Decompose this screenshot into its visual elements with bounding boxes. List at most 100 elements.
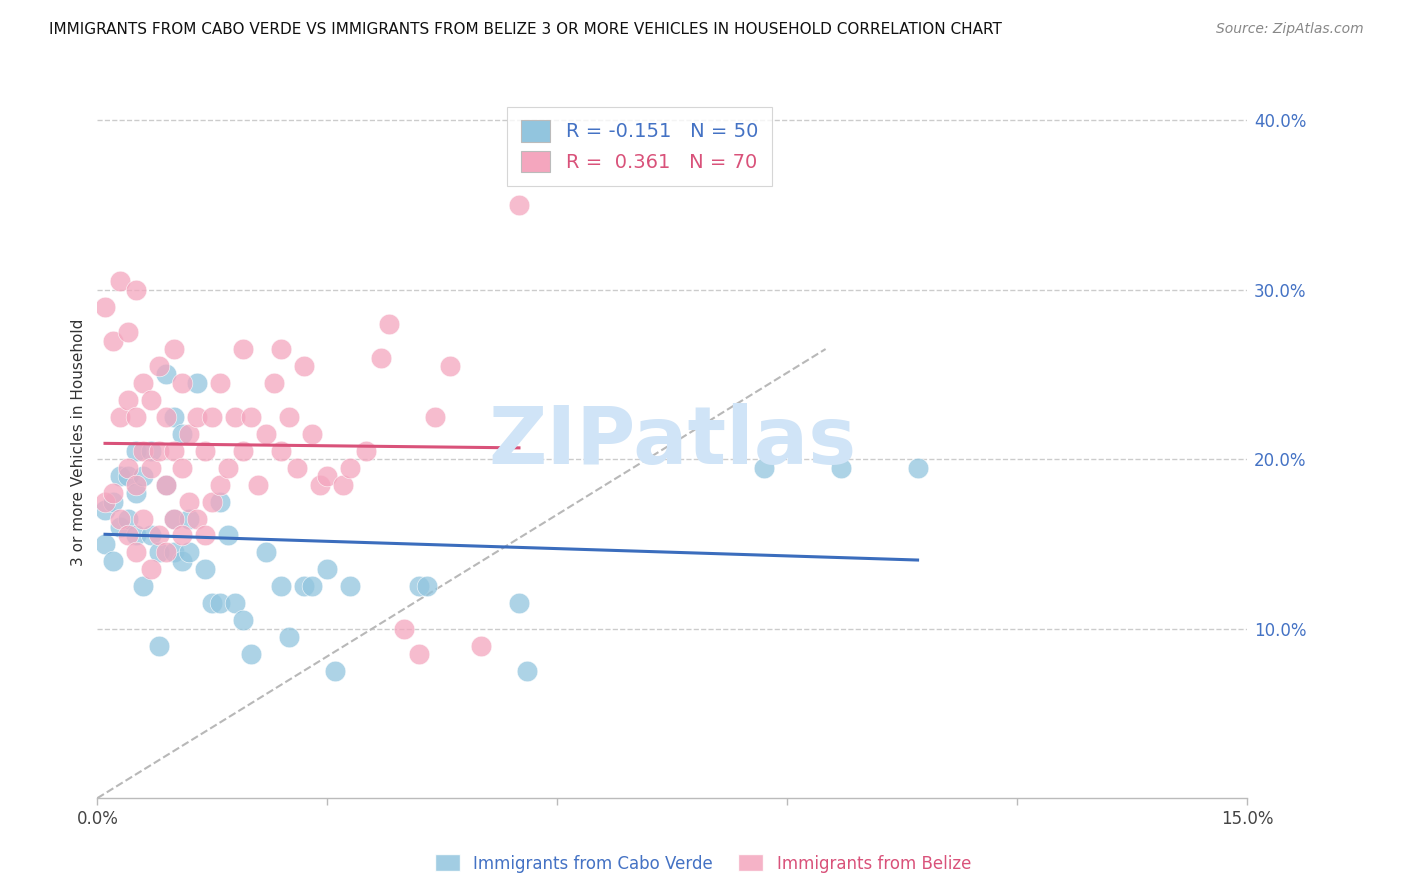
Point: [179, 545, 201, 559]
Point: [830, 460, 852, 475]
Point: [163, 545, 186, 559]
Point: [139, 443, 162, 458]
Y-axis label: 3 or more Vehicles in Household: 3 or more Vehicles in Household: [72, 318, 86, 566]
Point: [270, 342, 292, 356]
Point: [117, 528, 139, 542]
Point: [254, 545, 277, 559]
Point: [132, 579, 155, 593]
Point: [117, 511, 139, 525]
Point: [263, 376, 285, 390]
Point: [148, 545, 170, 559]
Point: [132, 511, 155, 525]
Point: [170, 426, 193, 441]
Point: [163, 443, 186, 458]
Point: [270, 443, 292, 458]
Point: [208, 596, 231, 610]
Point: [117, 392, 139, 407]
Point: [339, 460, 361, 475]
Point: [354, 443, 377, 458]
Point: [117, 460, 139, 475]
Point: [155, 477, 177, 491]
Point: [292, 579, 315, 593]
Point: [201, 409, 224, 424]
Point: [239, 409, 262, 424]
Point: [508, 198, 530, 212]
Point: [508, 596, 530, 610]
Point: [125, 545, 148, 559]
Legend: R = -0.151   N = 50, R =  0.361   N = 70: R = -0.151 N = 50, R = 0.361 N = 70: [508, 107, 772, 186]
Point: [208, 376, 231, 390]
Point: [208, 477, 231, 491]
Point: [217, 460, 239, 475]
Point: [301, 579, 323, 593]
Point: [125, 528, 148, 542]
Point: [186, 376, 208, 390]
Point: [163, 511, 186, 525]
Point: [194, 562, 217, 576]
Point: [170, 554, 193, 568]
Point: [224, 409, 246, 424]
Point: [224, 596, 246, 610]
Point: [754, 460, 776, 475]
Point: [179, 511, 201, 525]
Point: [148, 359, 170, 373]
Point: [186, 409, 208, 424]
Point: [125, 477, 148, 491]
Point: [170, 376, 193, 390]
Legend: Immigrants from Cabo Verde, Immigrants from Belize: Immigrants from Cabo Verde, Immigrants f…: [429, 847, 977, 880]
Point: [148, 443, 170, 458]
Point: [101, 334, 124, 348]
Point: [392, 622, 415, 636]
Point: [132, 469, 155, 483]
Point: [139, 528, 162, 542]
Point: [201, 596, 224, 610]
Point: [101, 486, 124, 500]
Point: [278, 630, 301, 644]
Point: [110, 274, 132, 288]
Point: [201, 494, 224, 508]
Point: [148, 639, 170, 653]
Point: [101, 494, 124, 508]
Point: [179, 494, 201, 508]
Point: [125, 283, 148, 297]
Point: [301, 426, 323, 441]
Point: [155, 409, 177, 424]
Point: [270, 579, 292, 593]
Point: [194, 443, 217, 458]
Point: [94, 537, 117, 551]
Point: [170, 460, 193, 475]
Point: [208, 494, 231, 508]
Point: [163, 342, 186, 356]
Point: [125, 409, 148, 424]
Point: [232, 613, 254, 627]
Point: [470, 639, 492, 653]
Point: [292, 359, 315, 373]
Point: [247, 477, 270, 491]
Point: [117, 469, 139, 483]
Point: [217, 528, 239, 542]
Point: [125, 443, 148, 458]
Point: [232, 443, 254, 458]
Point: [907, 460, 929, 475]
Point: [139, 562, 162, 576]
Point: [179, 426, 201, 441]
Point: [94, 503, 117, 517]
Point: [408, 647, 430, 661]
Point: [254, 426, 277, 441]
Point: [163, 409, 186, 424]
Point: [148, 528, 170, 542]
Point: [316, 562, 339, 576]
Point: [416, 579, 439, 593]
Text: ZIPatlas: ZIPatlas: [488, 403, 856, 482]
Point: [423, 409, 446, 424]
Point: [377, 317, 399, 331]
Text: IMMIGRANTS FROM CABO VERDE VS IMMIGRANTS FROM BELIZE 3 OR MORE VEHICLES IN HOUSE: IMMIGRANTS FROM CABO VERDE VS IMMIGRANTS…: [49, 22, 1002, 37]
Point: [132, 376, 155, 390]
Point: [186, 511, 208, 525]
Point: [332, 477, 354, 491]
Point: [94, 494, 117, 508]
Point: [125, 486, 148, 500]
Point: [139, 392, 162, 407]
Point: [117, 325, 139, 339]
Point: [132, 443, 155, 458]
